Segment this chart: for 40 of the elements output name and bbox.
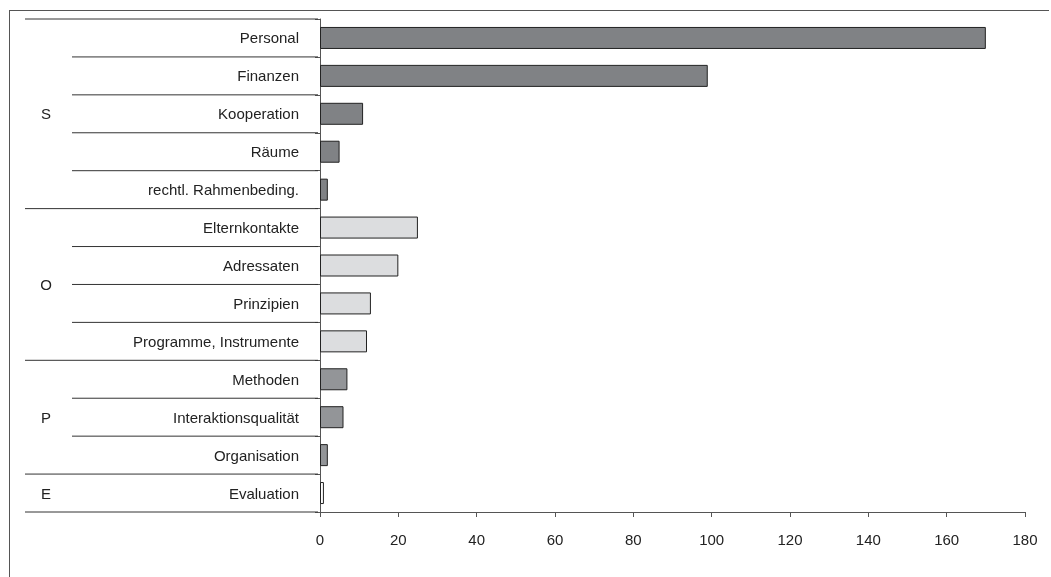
y-tick-label: Räume: [250, 143, 299, 161]
text: S: [40, 105, 52, 123]
x-tick-label: 140: [855, 531, 881, 548]
x-tick-label: 160: [934, 531, 960, 548]
x-tick-label: 80: [624, 531, 642, 548]
bar: [320, 482, 324, 505]
x-tick-label: 60: [546, 531, 564, 548]
x-tick-label: 40: [468, 531, 486, 548]
y-tick-label: Organisation: [213, 446, 299, 464]
bar: [320, 102, 364, 125]
y-tick-label: Adressaten: [223, 257, 299, 274]
bar: [320, 254, 399, 277]
bar: [320, 216, 418, 239]
y-tick-label: Personal: [239, 29, 299, 47]
bar: [320, 64, 708, 87]
bar: [320, 368, 348, 391]
x-tick-label: 120: [777, 531, 803, 548]
x-tick-label: 100: [699, 531, 725, 548]
bar: [320, 292, 371, 315]
bar: [320, 178, 328, 201]
x-tick-label: 180: [1012, 531, 1038, 548]
bar: [320, 140, 340, 163]
y-tick-label: Programme, Instrumente: [133, 332, 299, 350]
y-tick-label: rechtl. Rahmenbeding.: [148, 181, 299, 199]
y-tick-label: Prinzipien: [233, 294, 299, 312]
text: P: [40, 408, 52, 426]
bar: [320, 26, 986, 49]
y-tick-label: Evaluation: [228, 484, 299, 502]
bar: [320, 444, 328, 467]
y-tick-label: Elternkontakte: [203, 219, 299, 237]
x-tick-label: 0: [315, 531, 325, 548]
y-tick-label: Finanzen: [237, 67, 299, 85]
y-tick-label: Kooperation: [218, 105, 299, 123]
text: E: [40, 484, 52, 502]
y-tick-label: Interaktionsqualität: [173, 408, 300, 426]
bar: [320, 406, 344, 429]
text: O: [40, 275, 52, 293]
bar: [320, 330, 367, 353]
x-tick-label: 20: [389, 531, 407, 548]
y-tick-label: Methoden: [232, 370, 299, 388]
